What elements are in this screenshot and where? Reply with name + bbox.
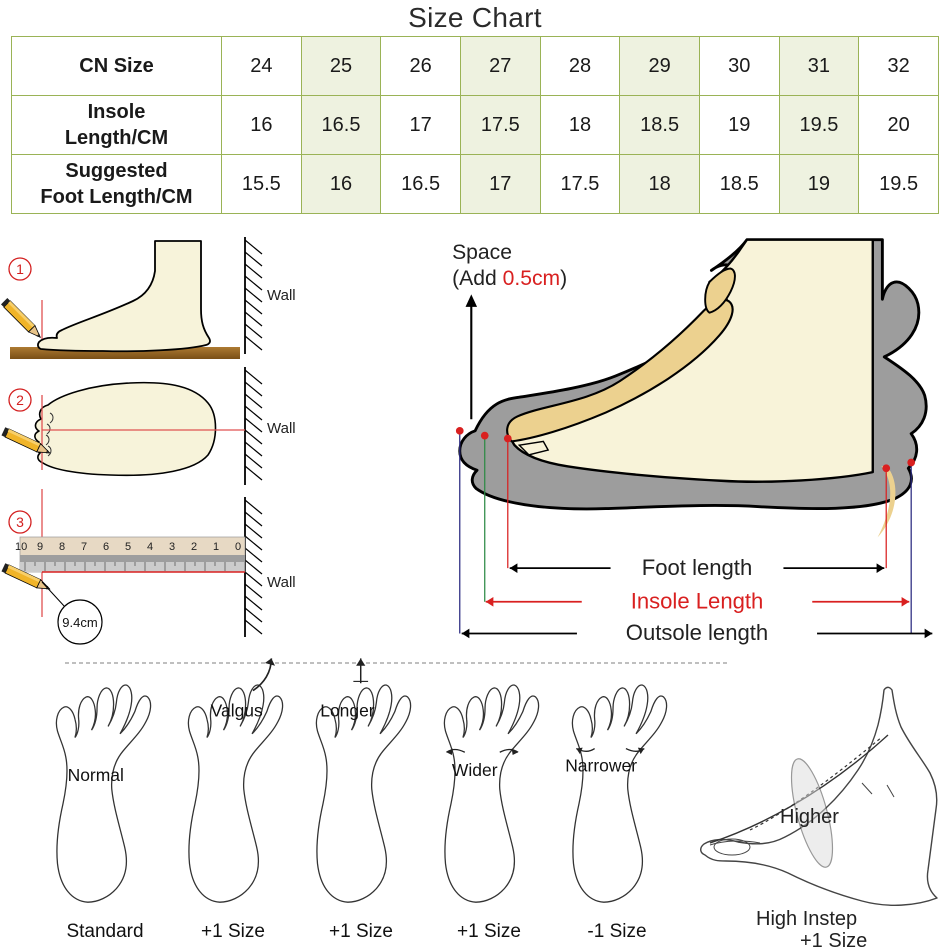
svg-text:9.4cm: 9.4cm xyxy=(62,615,97,630)
svg-text:2: 2 xyxy=(191,541,197,553)
svg-text:3: 3 xyxy=(169,541,175,553)
svg-text:0: 0 xyxy=(235,541,241,553)
svg-text:Standard: Standard xyxy=(66,921,143,942)
svg-text:1: 1 xyxy=(213,541,219,553)
svg-text:7: 7 xyxy=(81,541,87,553)
svg-text:High Instep: High Instep xyxy=(756,908,857,930)
svg-text:Foot length: Foot length xyxy=(642,555,752,580)
svg-text:+1 Size: +1 Size xyxy=(329,921,393,942)
svg-text:+1 Size: +1 Size xyxy=(457,921,521,942)
svg-text:2: 2 xyxy=(16,392,24,408)
svg-text:8: 8 xyxy=(59,541,65,553)
svg-text:Space: Space xyxy=(452,241,512,264)
svg-text:Higher: Higher xyxy=(780,806,839,828)
svg-text:+1 Size: +1 Size xyxy=(800,930,867,950)
svg-text:(Add 0.5cm): (Add 0.5cm) xyxy=(452,267,567,290)
svg-text:3: 3 xyxy=(16,514,24,530)
svg-text:Longer: Longer xyxy=(320,700,375,720)
svg-text:4: 4 xyxy=(147,541,153,553)
svg-text:1: 1 xyxy=(16,261,24,277)
svg-text:Wall: Wall xyxy=(267,287,296,304)
svg-text:Narrower: Narrower xyxy=(565,756,637,776)
svg-text:Insole Length: Insole Length xyxy=(631,589,764,614)
svg-text:10: 10 xyxy=(15,541,27,553)
svg-text:Outsole length: Outsole length xyxy=(626,620,768,645)
svg-text:+1 Size: +1 Size xyxy=(201,921,265,942)
svg-text:Wider: Wider xyxy=(452,760,498,780)
svg-text:Wall: Wall xyxy=(267,574,296,591)
svg-text:Wall: Wall xyxy=(267,420,296,437)
svg-text:Normal: Normal xyxy=(68,765,124,785)
svg-text:-1 Size: -1 Size xyxy=(587,921,646,942)
svg-text:6: 6 xyxy=(103,541,109,553)
svg-text:Valgus: Valgus xyxy=(211,700,263,720)
svg-text:9: 9 xyxy=(37,541,43,553)
svg-text:5: 5 xyxy=(125,541,131,553)
